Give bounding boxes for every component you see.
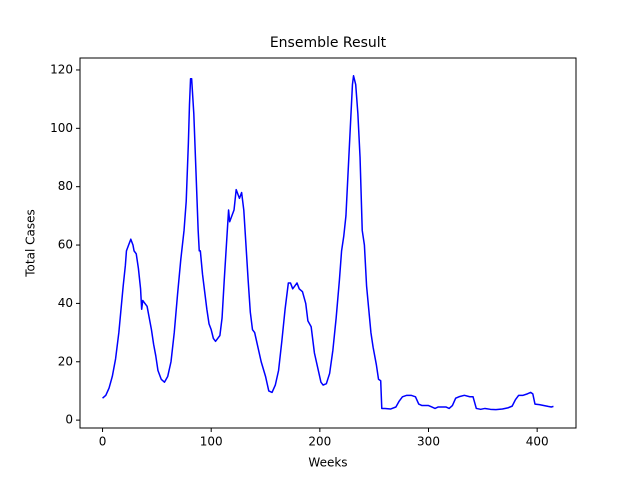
x-tick-label: 400	[526, 435, 549, 449]
x-axis-label: Weeks	[308, 456, 347, 470]
y-tick-label: 60	[58, 238, 73, 252]
y-tick-label: 100	[50, 121, 73, 135]
chart-title: Ensemble Result	[270, 35, 387, 51]
y-tick-label: 20	[58, 354, 73, 368]
data-line	[102, 75, 554, 411]
y-tick-label: 40	[58, 296, 73, 310]
x-tick-label: 200	[308, 435, 331, 449]
x-tick-label: 0	[99, 435, 107, 449]
x-tick-label: 300	[417, 435, 440, 449]
y-tick-label: 120	[50, 62, 73, 76]
x-tick-label: 100	[200, 435, 223, 449]
plot-frame	[79, 57, 577, 429]
y-tick-label: 80	[58, 179, 73, 193]
y-axis-label: Total Cases	[24, 209, 38, 277]
y-tick-label: 0	[65, 413, 73, 427]
